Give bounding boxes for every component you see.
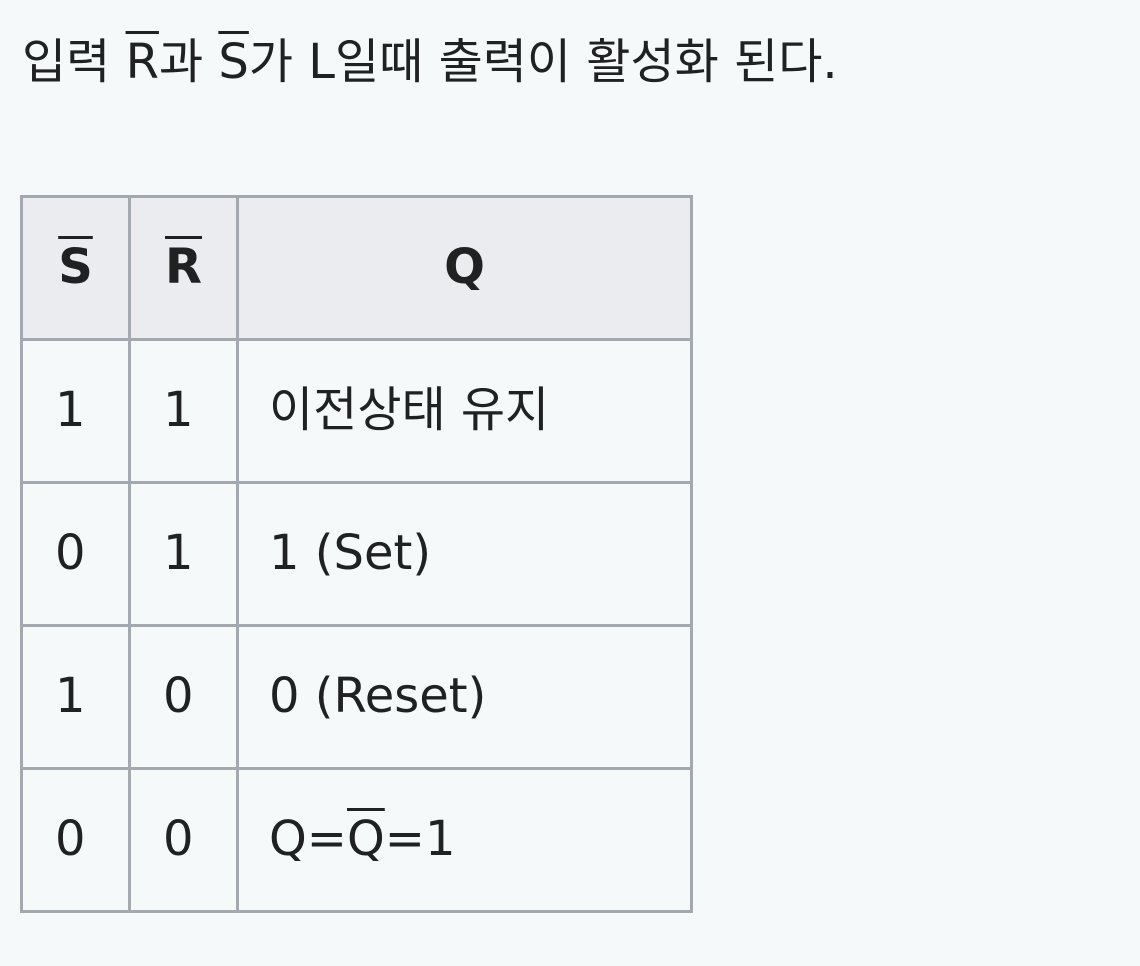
cell-s: 0 (20, 481, 131, 627)
header-q: Q (236, 195, 693, 341)
intro-text-part-2: 과 (158, 34, 219, 90)
cell-q: 0 (Reset) (236, 624, 693, 770)
header-s-bar: S (20, 195, 131, 341)
s-bar-symbol: S (218, 34, 249, 90)
header-q-label: Q (444, 239, 485, 296)
cell-s: 1 (20, 624, 131, 770)
table-header-row: S R Q (20, 195, 693, 341)
cell-r: 1 (128, 481, 239, 627)
header-r-bar-label: R (165, 239, 202, 296)
header-r-bar: R (128, 195, 239, 341)
header-s-bar-label: S (58, 239, 93, 296)
cell-r: 0 (128, 767, 239, 913)
cell-r: 1 (128, 338, 239, 484)
r-bar-symbol: R (125, 34, 159, 90)
intro-text: 입력 R과 S가 L일때 출력이 활성화 된다. (22, 24, 838, 100)
cell-q: 1 (Set) (236, 481, 693, 627)
intro-text-part-3: 가 L일때 출력이 활성화 된다. (248, 34, 838, 90)
cell-q: 이전상태 유지 (236, 338, 693, 484)
truth-table: S R Q 1 1 이전상태 유지 0 1 1 (Set) 1 0 0 (Res… (20, 195, 693, 913)
table-row: 1 0 0 (Reset) (20, 624, 693, 770)
table-row: 0 1 1 (Set) (20, 481, 693, 627)
cell-r: 0 (128, 624, 239, 770)
cell-q: Q=Q=1 (236, 767, 693, 913)
cell-q-prefix: Q= (269, 811, 347, 868)
cell-q-suffix: =1 (384, 811, 456, 868)
table-row: 0 0 Q=Q=1 (20, 767, 693, 913)
cell-s: 1 (20, 338, 131, 484)
table-row: 1 1 이전상태 유지 (20, 338, 693, 484)
q-bar-symbol: Q (347, 811, 385, 868)
intro-text-part-1: 입력 (22, 34, 126, 90)
cell-s: 0 (20, 767, 131, 913)
